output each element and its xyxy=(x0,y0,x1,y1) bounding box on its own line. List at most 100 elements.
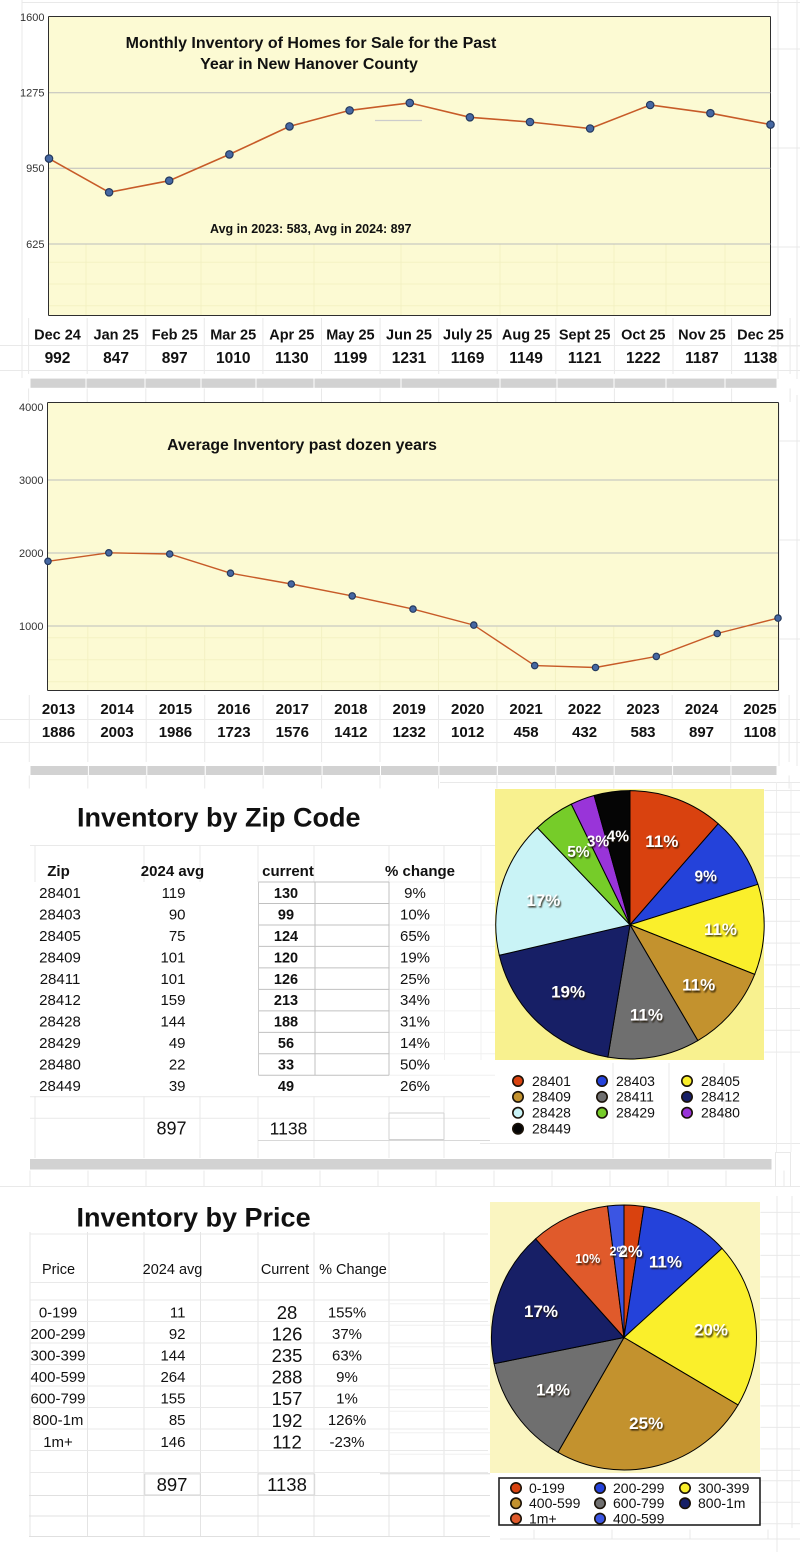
svg-text:28428: 28428 xyxy=(39,1014,81,1031)
svg-text:37%: 37% xyxy=(332,1326,362,1343)
svg-text:Zip: Zip xyxy=(47,863,70,880)
svg-text:1012: 1012 xyxy=(451,724,484,741)
svg-text:31%: 31% xyxy=(400,1014,430,1031)
svg-text:2017: 2017 xyxy=(276,701,309,718)
svg-text:5%: 5% xyxy=(568,846,591,863)
svg-text:0-199: 0-199 xyxy=(529,1480,565,1496)
svg-text:1886: 1886 xyxy=(42,724,75,741)
svg-text:Feb 25: Feb 25 xyxy=(152,328,198,344)
svg-text:14%: 14% xyxy=(536,1381,570,1400)
svg-text:28405: 28405 xyxy=(701,1073,740,1089)
svg-text:1199: 1199 xyxy=(334,350,368,367)
svg-text:9%: 9% xyxy=(696,870,719,887)
svg-text:14%: 14% xyxy=(537,1382,571,1401)
svg-text:Mar 25: Mar 25 xyxy=(210,328,256,344)
svg-text:847: 847 xyxy=(103,350,129,367)
svg-text:17%: 17% xyxy=(525,1304,559,1323)
svg-text:28: 28 xyxy=(277,1302,298,1323)
svg-text:28409: 28409 xyxy=(39,949,81,966)
svg-text:101: 101 xyxy=(160,971,185,988)
svg-text:1010: 1010 xyxy=(216,350,250,367)
svg-text:14%: 14% xyxy=(400,1035,430,1052)
svg-text:28403: 28403 xyxy=(39,907,81,924)
svg-text:1138: 1138 xyxy=(270,1119,308,1139)
svg-text:11%: 11% xyxy=(683,977,716,996)
svg-text:Avg in 2023: 583, Avg in 2024:: Avg in 2023: 583, Avg in 2024: 897 xyxy=(210,222,412,236)
svg-text:3000: 3000 xyxy=(19,475,43,487)
svg-text:300-399: 300-399 xyxy=(30,1348,85,1365)
svg-text:126%: 126% xyxy=(328,1412,366,1429)
svg-text:2022: 2022 xyxy=(568,701,601,718)
svg-text:1600: 1600 xyxy=(20,12,44,24)
svg-text:May 25: May 25 xyxy=(326,328,374,344)
svg-text:458: 458 xyxy=(514,724,539,741)
svg-text:11%: 11% xyxy=(682,976,715,995)
svg-text:159: 159 xyxy=(160,992,185,1009)
svg-text:897: 897 xyxy=(157,1474,188,1495)
svg-text:Dec 25: Dec 25 xyxy=(737,328,784,344)
svg-text:11%: 11% xyxy=(630,1006,663,1025)
svg-text:Jun 25: Jun 25 xyxy=(386,328,432,344)
svg-text:130: 130 xyxy=(274,886,298,902)
svg-text:144: 144 xyxy=(160,1014,185,1031)
svg-text:2%: 2% xyxy=(611,1246,629,1260)
svg-text:33: 33 xyxy=(278,1058,294,1074)
svg-text:19%: 19% xyxy=(551,983,585,1002)
svg-text:Inventory by Zip Code: Inventory by Zip Code xyxy=(77,803,361,833)
svg-text:17%: 17% xyxy=(524,1302,558,1321)
svg-text:1m+: 1m+ xyxy=(529,1510,557,1526)
svg-text:144: 144 xyxy=(160,1348,185,1365)
svg-text:Nov 25: Nov 25 xyxy=(678,328,726,344)
svg-text:65%: 65% xyxy=(400,928,430,945)
svg-text:11: 11 xyxy=(170,1305,186,1322)
svg-text:4000: 4000 xyxy=(19,402,43,414)
svg-text:% change: % change xyxy=(385,863,455,880)
svg-text:-23%: -23% xyxy=(329,1434,364,1451)
svg-text:897: 897 xyxy=(156,1119,186,1139)
svg-text:432: 432 xyxy=(572,724,597,741)
svg-text:1138: 1138 xyxy=(744,350,778,367)
svg-text:1232: 1232 xyxy=(393,724,426,741)
svg-text:126: 126 xyxy=(274,972,298,988)
svg-text:1130: 1130 xyxy=(275,350,309,367)
svg-text:28428: 28428 xyxy=(532,1105,571,1121)
svg-text:1149: 1149 xyxy=(509,350,543,367)
svg-text:9%: 9% xyxy=(336,1369,358,1386)
svg-text:% Change: % Change xyxy=(319,1262,387,1278)
svg-text:120: 120 xyxy=(274,950,298,966)
svg-text:800-1m: 800-1m xyxy=(33,1412,84,1429)
svg-text:800-1m: 800-1m xyxy=(698,1495,745,1511)
svg-text:1231: 1231 xyxy=(392,350,427,367)
svg-text:28411: 28411 xyxy=(40,971,81,988)
svg-text:10%: 10% xyxy=(400,907,430,924)
svg-text:157: 157 xyxy=(272,1388,303,1409)
svg-text:28403: 28403 xyxy=(616,1073,655,1089)
svg-text:192: 192 xyxy=(272,1410,303,1431)
svg-text:28405: 28405 xyxy=(39,928,81,945)
svg-text:current: current xyxy=(262,863,314,880)
svg-text:2%: 2% xyxy=(619,1243,643,1261)
svg-text:39: 39 xyxy=(169,1078,186,1095)
svg-text:11%: 11% xyxy=(650,1254,683,1273)
svg-text:19%: 19% xyxy=(400,949,430,966)
svg-text:2%: 2% xyxy=(610,1245,628,1259)
svg-text:1275: 1275 xyxy=(20,88,44,100)
svg-text:9%: 9% xyxy=(404,885,426,902)
svg-text:126: 126 xyxy=(272,1324,303,1345)
svg-text:92: 92 xyxy=(169,1326,186,1343)
svg-text:4%: 4% xyxy=(607,829,630,846)
svg-text:17%: 17% xyxy=(527,893,561,912)
svg-text:75: 75 xyxy=(169,928,186,945)
svg-text:20%: 20% xyxy=(694,1321,728,1340)
svg-text:2014: 2014 xyxy=(100,701,134,718)
svg-text:583: 583 xyxy=(630,724,655,741)
svg-text:1%: 1% xyxy=(336,1391,358,1408)
svg-text:28480: 28480 xyxy=(701,1105,740,1121)
svg-text:22: 22 xyxy=(169,1057,186,1074)
svg-text:17%: 17% xyxy=(526,891,560,910)
svg-text:950: 950 xyxy=(26,163,44,175)
svg-text:Apr 25: Apr 25 xyxy=(269,328,314,344)
svg-text:28429: 28429 xyxy=(39,1035,81,1052)
svg-text:2024 avg: 2024 avg xyxy=(143,1262,203,1278)
svg-text:5%: 5% xyxy=(567,844,590,861)
